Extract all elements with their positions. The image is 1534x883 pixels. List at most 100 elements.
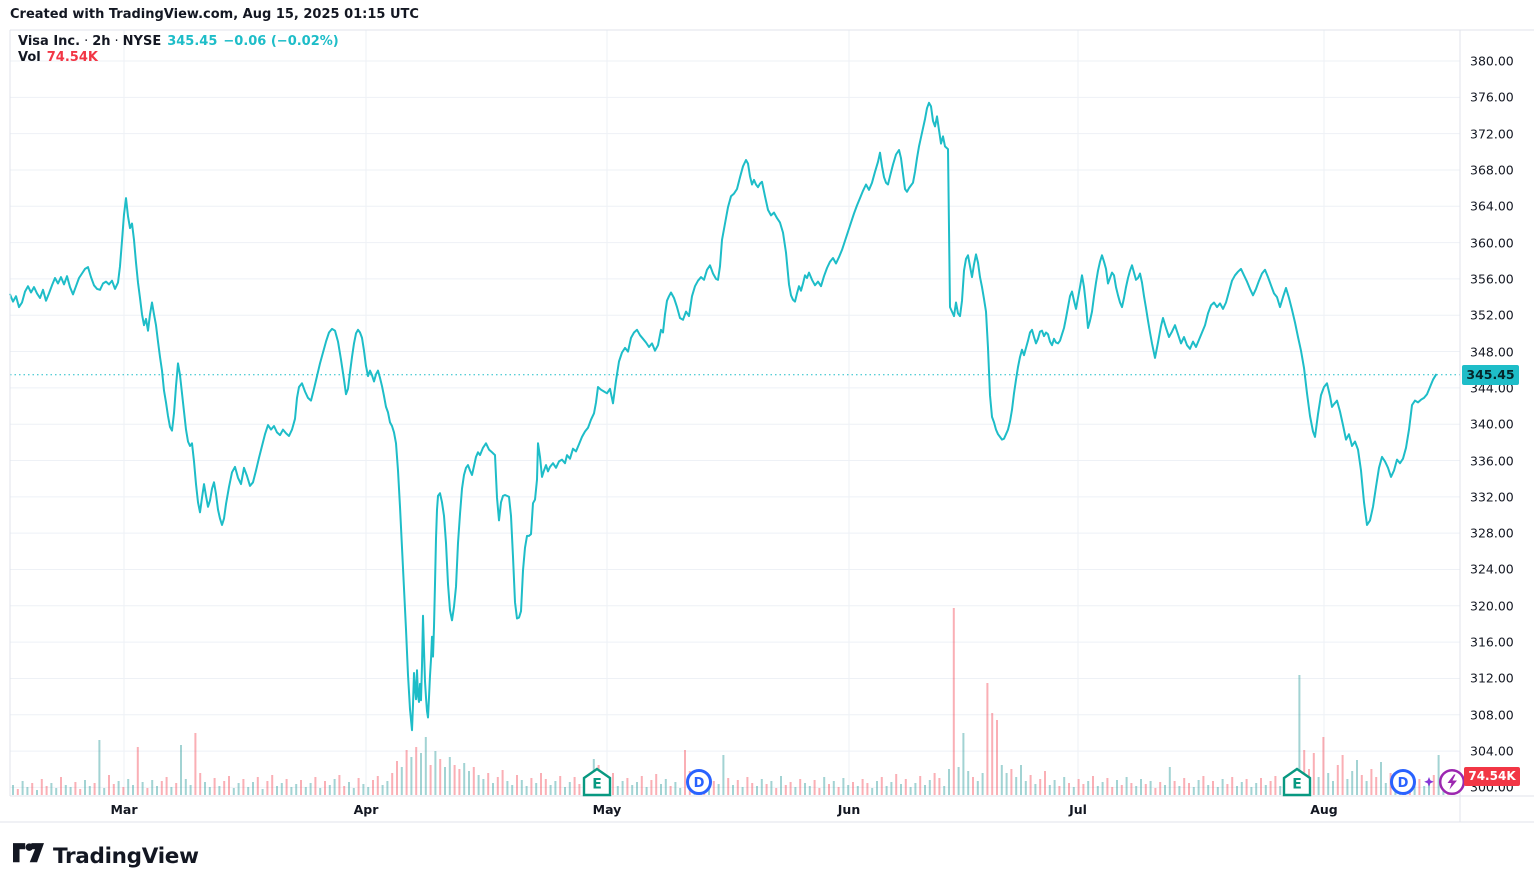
- tradingview-logo[interactable]: TradingView: [13, 842, 199, 871]
- volume-bar: [554, 781, 557, 795]
- earnings-marker-icon[interactable]: E: [582, 767, 612, 797]
- symbol-title: Visa Inc.: [18, 34, 81, 49]
- volume-bar: [213, 778, 216, 795]
- volume-bar: [468, 771, 470, 795]
- volume-bar: [808, 786, 811, 795]
- volume-bar: [837, 787, 840, 795]
- volume-bar: [962, 733, 965, 795]
- price-axis-label: 364.00: [1470, 198, 1514, 214]
- dividend-marker-icon[interactable]: D: [1388, 767, 1418, 797]
- volume-bar: [448, 757, 451, 795]
- volume-bar: [1303, 750, 1306, 795]
- price-axis-label: 380.00: [1470, 53, 1514, 69]
- svg-text:E: E: [1292, 777, 1302, 793]
- volume-bar: [40, 779, 43, 795]
- volume-bar: [1087, 781, 1090, 795]
- volume-bar: [986, 683, 989, 795]
- volume-bar: [722, 755, 725, 795]
- volume-bar: [12, 785, 14, 795]
- volume-bar: [439, 759, 442, 795]
- volume-bar: [1024, 781, 1027, 795]
- chart-legend[interactable]: Visa Inc. · 2h · NYSE 345.45 −0.06 (−0.02%) Vo…: [18, 34, 339, 66]
- volume-bar: [367, 787, 370, 795]
- volume-bar: [357, 778, 360, 795]
- volume-bar: [108, 775, 110, 795]
- volume-bar: [880, 777, 883, 795]
- earnings-marker-icon[interactable]: E: [1282, 767, 1312, 797]
- price-axis-label: 348.00: [1470, 344, 1514, 360]
- volume-bar: [1106, 778, 1109, 795]
- dividend-marker-icon[interactable]: D: [684, 767, 714, 797]
- volume-bar: [1380, 762, 1382, 795]
- volume-bar: [1029, 775, 1032, 795]
- volume-bar: [343, 786, 346, 795]
- volume-bar: [751, 783, 754, 795]
- volume-bar: [952, 608, 955, 795]
- volume-bar: [813, 780, 816, 795]
- volume-bar: [1255, 783, 1258, 795]
- volume-bar: [223, 781, 226, 795]
- volume-bar: [88, 786, 91, 795]
- volume-bar: [933, 773, 936, 795]
- volume-bar: [1096, 786, 1099, 795]
- volume-bar: [506, 781, 509, 795]
- price-axis-label: 308.00: [1470, 707, 1514, 723]
- volume-bar: [1116, 780, 1118, 795]
- legend-symbol-row[interactable]: Visa Inc. · 2h · NYSE 345.45 −0.06 (−0.02%): [18, 34, 339, 50]
- volume-bar: [232, 788, 235, 795]
- volume-value: 74.54K: [46, 50, 98, 65]
- volume-bar: [669, 786, 672, 795]
- volume-bar: [1312, 753, 1315, 795]
- volume-bar: [50, 783, 53, 795]
- volume-bar: [1202, 776, 1205, 795]
- volume-bar: [1322, 737, 1325, 795]
- volume-bar: [434, 751, 437, 795]
- flash-marker-icon[interactable]: [1423, 767, 1466, 797]
- volume-bar: [1356, 760, 1358, 795]
- volume-bar: [16, 789, 19, 795]
- volume-bar: [314, 777, 317, 795]
- volume-bar: [530, 778, 533, 795]
- volume-bar: [285, 779, 288, 795]
- volume-bar: [885, 786, 888, 795]
- volume-bar: [1375, 777, 1378, 795]
- price-axis-label: 372.00: [1470, 126, 1514, 142]
- volume-bar: [228, 776, 230, 795]
- volume-bar: [1317, 777, 1320, 795]
- volume-bar: [477, 775, 480, 795]
- volume-bar: [1015, 777, 1018, 795]
- volume-bar: [775, 788, 778, 795]
- volume-bar: [1423, 786, 1426, 795]
- volume-bar: [98, 740, 101, 795]
- volume-bar: [568, 782, 571, 795]
- volume-bar: [136, 747, 139, 795]
- volume-bar: [218, 786, 221, 795]
- volume-bar: [1135, 786, 1138, 795]
- volume-bar: [847, 785, 850, 795]
- volume-bar: [660, 784, 662, 795]
- volume-bar: [410, 757, 413, 795]
- volume-bar: [876, 781, 878, 795]
- volume-bar: [280, 783, 283, 795]
- volume-bar: [146, 788, 149, 795]
- volume-bar: [1000, 765, 1003, 795]
- volume-bar: [328, 785, 331, 795]
- volume-bar: [420, 753, 422, 795]
- price-axis-label: 340.00: [1470, 416, 1514, 432]
- volume-bar: [132, 785, 134, 795]
- volume-bar: [1005, 773, 1008, 795]
- volume-bar: [1034, 784, 1037, 795]
- volume-bar: [909, 787, 912, 795]
- volume-bar: [799, 779, 802, 795]
- time-axis-label-apr: Apr: [353, 802, 379, 817]
- volume-bar: [295, 784, 298, 795]
- volume-bar: [1269, 781, 1272, 795]
- volume-bar: [1039, 779, 1042, 795]
- volume-bar: [333, 779, 336, 795]
- volume-bar: [463, 763, 466, 795]
- volume-bar: [256, 777, 259, 795]
- volume-bar: [141, 782, 144, 795]
- legend-volume-row[interactable]: Vol 74.54K: [18, 50, 339, 66]
- price-line-series: [9, 101, 1437, 732]
